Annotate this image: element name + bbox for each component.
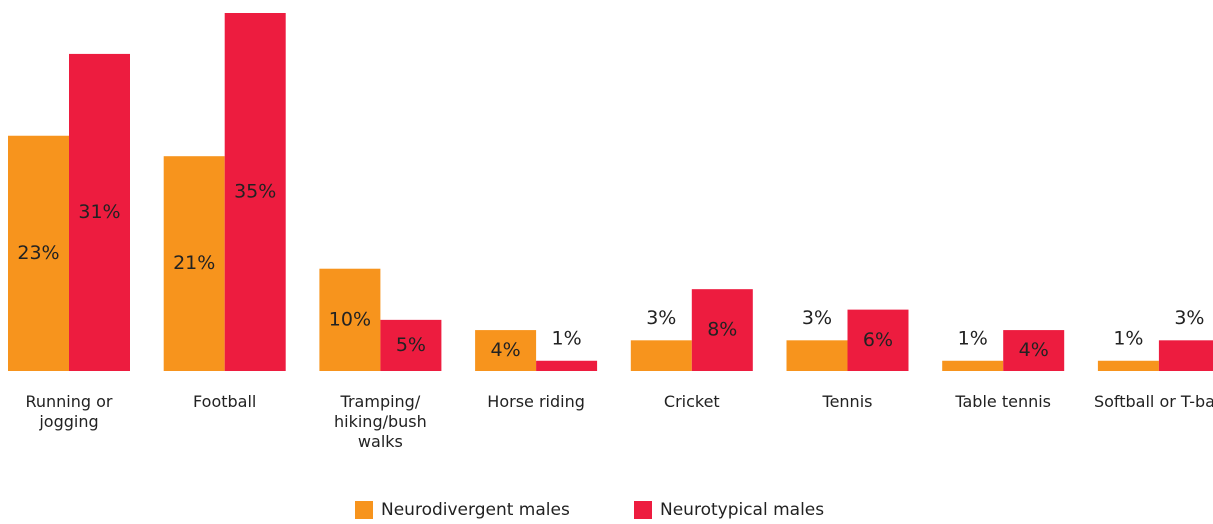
value-label: 1% — [958, 327, 988, 349]
value-label: 3% — [646, 307, 676, 329]
value-label: 23% — [17, 242, 59, 264]
bar — [786, 340, 848, 371]
x-tick-label: Table tennis — [955, 392, 1051, 411]
legend-swatch — [634, 501, 652, 519]
x-tick-label: Running or jogging — [25, 392, 113, 431]
value-label: 31% — [78, 201, 120, 223]
bar — [847, 309, 909, 371]
legend-label: Neurodivergent males — [381, 500, 570, 520]
value-label: 1% — [552, 327, 582, 349]
bar — [380, 319, 442, 371]
x-tick-label: Tramping/ hiking/bush walks — [334, 392, 427, 451]
value-label: 6% — [863, 329, 893, 351]
bar — [163, 156, 225, 371]
legend-swatch — [355, 501, 373, 519]
bar — [1158, 340, 1213, 371]
x-tick-label: Horse riding — [487, 392, 585, 411]
bar — [8, 135, 69, 371]
bar — [1003, 330, 1065, 371]
value-label: 8% — [707, 319, 737, 341]
value-label: 21% — [173, 252, 215, 274]
x-tick-label: Tennis — [822, 392, 873, 411]
bar — [630, 340, 692, 371]
legend-item: Neurodivergent males — [355, 500, 570, 520]
bar — [1097, 360, 1159, 371]
bar — [319, 268, 381, 371]
value-label: 35% — [234, 181, 276, 203]
legend-label: Neurotypical males — [660, 500, 825, 520]
value-label: 3% — [802, 307, 832, 329]
bar — [224, 13, 286, 371]
x-tick-label: Cricket — [663, 392, 720, 411]
bar — [69, 53, 130, 372]
x-tick-label: Softball or T-ball — [1093, 392, 1213, 411]
bar — [536, 360, 598, 371]
value-label: 1% — [1113, 327, 1143, 349]
value-label: 3% — [1174, 307, 1204, 329]
value-label: 4% — [491, 339, 521, 361]
bar — [691, 289, 753, 371]
value-label: 4% — [1019, 339, 1049, 361]
value-label: 10% — [329, 308, 371, 330]
bar — [475, 330, 537, 371]
x-tick-label: Football — [193, 392, 257, 411]
legend-item: Neurotypical males — [634, 500, 824, 520]
bar — [942, 360, 1004, 371]
value-label: 5% — [396, 334, 426, 356]
